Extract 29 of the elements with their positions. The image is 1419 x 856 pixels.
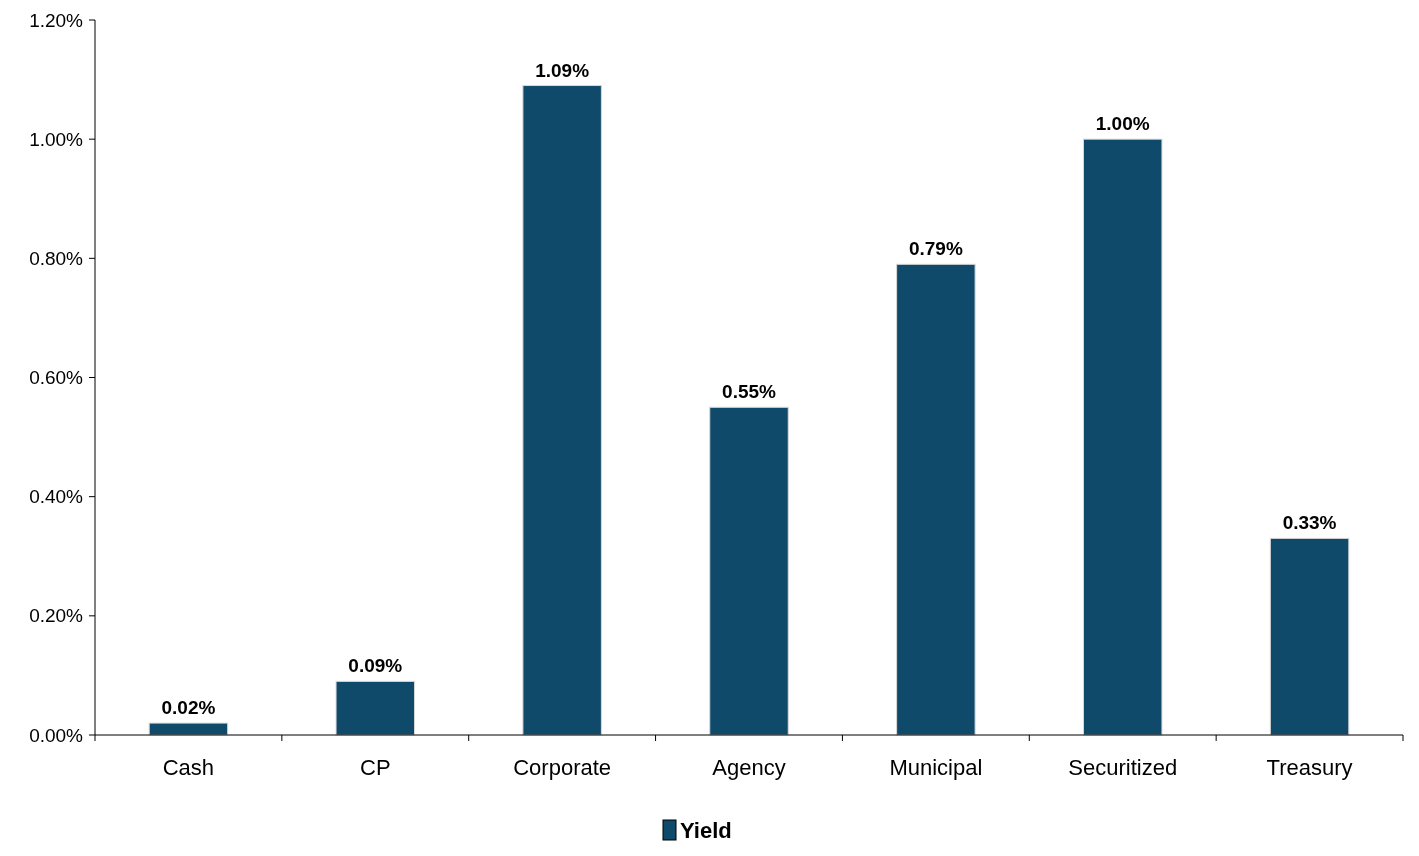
y-tick-label: 1.00%: [29, 128, 84, 150]
y-tick-label: 0.40%: [29, 486, 84, 508]
y-tick-label: 0.20%: [29, 605, 84, 627]
x-tick-label: Cash: [162, 755, 215, 780]
text: 1.00%: [1095, 113, 1150, 135]
bar: [522, 85, 602, 736]
text: 0.33%: [1282, 512, 1337, 534]
x-tick-label: Treasury: [1266, 755, 1353, 780]
bar: [1082, 138, 1163, 736]
x-tick-label: Municipal: [889, 755, 983, 780]
x-tick-label: Agency: [712, 755, 786, 780]
y-tick-label: 1.20%: [29, 9, 84, 31]
y-tick-label: 0.80%: [29, 247, 84, 269]
text: 0.55%: [722, 381, 776, 403]
x-tick-label: Corporate: [513, 755, 612, 780]
bar: [335, 680, 416, 736]
y-tick-label: 0.60%: [29, 367, 84, 389]
text: 0.79%: [908, 238, 963, 260]
text: 1.09%: [535, 59, 590, 81]
x-tick-label: CP: [360, 755, 391, 780]
bar: [709, 406, 789, 736]
y-tick-label: 0.00%: [29, 724, 84, 746]
x-tick-label: Securitized: [1068, 755, 1178, 780]
text: 0.09%: [348, 655, 403, 677]
bar: [1269, 537, 1350, 736]
legend-label: Yield: [680, 817, 732, 843]
bar: [148, 722, 229, 736]
bar: [896, 263, 976, 736]
text: 0.02%: [161, 697, 216, 719]
